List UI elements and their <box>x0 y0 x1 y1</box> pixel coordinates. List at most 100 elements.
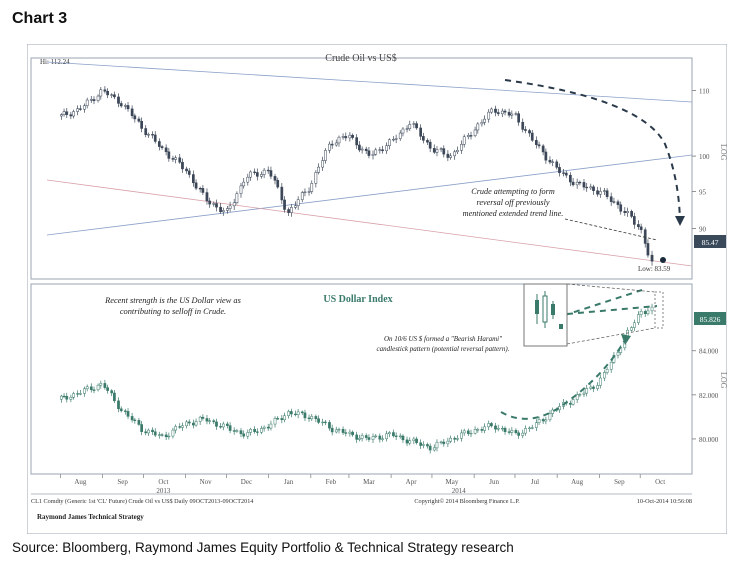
candle-body <box>76 393 80 395</box>
candle-body <box>487 111 491 120</box>
y-tick-label: 82.000 <box>699 392 719 400</box>
candle-body <box>432 148 436 153</box>
candle-body <box>578 181 582 184</box>
candle-body <box>228 205 232 209</box>
candle-body <box>555 161 559 168</box>
crude-annotation-pointer <box>564 218 658 241</box>
x-tick-label: Nov <box>200 478 213 486</box>
candle-body <box>514 430 518 434</box>
candle-body <box>596 385 599 389</box>
harami-candle-2 <box>542 295 548 323</box>
candle-body <box>408 124 412 129</box>
candle-body <box>466 135 470 137</box>
candle-body <box>585 388 589 394</box>
candle-body <box>503 110 507 113</box>
candle-body <box>221 210 225 213</box>
candle-body <box>415 123 418 129</box>
candle-body <box>187 170 191 175</box>
candle-body <box>432 447 436 451</box>
crude-title: Crude Oil vs US$ <box>325 53 396 64</box>
candle-body <box>106 387 109 391</box>
crude-log-label: LOG <box>719 144 727 161</box>
candle-body <box>650 254 654 262</box>
candle-body <box>453 437 457 440</box>
candle-body <box>334 429 338 433</box>
candle-body <box>160 146 164 149</box>
candle-body <box>528 427 531 429</box>
candle-body <box>510 113 514 116</box>
candle-body <box>381 438 384 440</box>
candle-body <box>483 426 486 431</box>
candle-body <box>446 153 450 158</box>
candle-body <box>398 435 402 438</box>
harami-highlight-box <box>654 291 664 329</box>
candle-body <box>387 139 391 146</box>
candle-body <box>569 402 572 405</box>
candle-body <box>130 416 134 421</box>
candle-body <box>153 134 157 142</box>
candle-body <box>449 437 452 442</box>
candle-body <box>598 377 602 386</box>
candle-body <box>632 216 636 225</box>
candle-body <box>262 426 266 429</box>
x-tick-label: Sep <box>614 478 625 486</box>
candle-body <box>473 429 477 434</box>
candle-body <box>558 167 561 173</box>
candle-body <box>378 435 382 440</box>
candle-body <box>422 444 425 446</box>
candle-body <box>374 435 378 438</box>
candle-body <box>503 427 507 432</box>
crude-lower-trendline <box>46 154 693 236</box>
candle-body <box>232 430 236 432</box>
candle-body <box>280 418 284 421</box>
candle-body <box>419 442 422 446</box>
candle-body <box>496 112 500 115</box>
candle-body <box>215 203 218 208</box>
x-year-label: 2013 <box>156 487 171 495</box>
candle-body <box>598 191 602 195</box>
candle-body <box>110 94 114 96</box>
candle-body <box>348 134 352 139</box>
candle-body <box>181 161 184 170</box>
candle-body <box>72 111 75 117</box>
candle-body <box>310 416 314 420</box>
dollar-candlesticks <box>59 303 654 454</box>
candle-body <box>530 427 534 429</box>
candle-body <box>164 147 168 153</box>
candle-body <box>446 440 450 445</box>
candle-body <box>476 123 480 131</box>
candle-body <box>59 114 63 117</box>
candle-body <box>639 226 643 230</box>
candle-body <box>171 429 175 437</box>
crude-support-trendline <box>46 179 693 267</box>
candle-body <box>62 395 66 398</box>
candle-body <box>337 136 341 144</box>
candle-body <box>596 190 599 195</box>
candle-body <box>59 395 63 400</box>
candle-body <box>266 426 270 429</box>
candle-body <box>317 418 320 423</box>
candle-body <box>483 118 486 123</box>
candle-body <box>490 423 493 427</box>
candle-body <box>517 432 520 436</box>
candle-body <box>208 200 212 205</box>
candle-body <box>476 429 480 431</box>
candle-body <box>65 396 69 400</box>
candle-body <box>255 431 259 433</box>
chart-credit: Raymond James Technical Strategy <box>37 513 144 521</box>
candle-body <box>439 148 443 150</box>
candle-body <box>360 148 364 151</box>
candle-body <box>578 394 582 396</box>
candle-body <box>79 108 82 110</box>
crude-low-marker <box>660 257 666 263</box>
candle-body <box>439 441 443 444</box>
chart-border <box>26 43 728 535</box>
candle-body <box>541 419 545 422</box>
candle-body <box>219 206 222 213</box>
candle-body <box>255 172 259 177</box>
candle-body <box>639 311 643 315</box>
candle-body <box>321 160 325 168</box>
candle-body <box>266 169 270 172</box>
candle-body <box>328 143 331 151</box>
candle-body <box>398 132 402 139</box>
